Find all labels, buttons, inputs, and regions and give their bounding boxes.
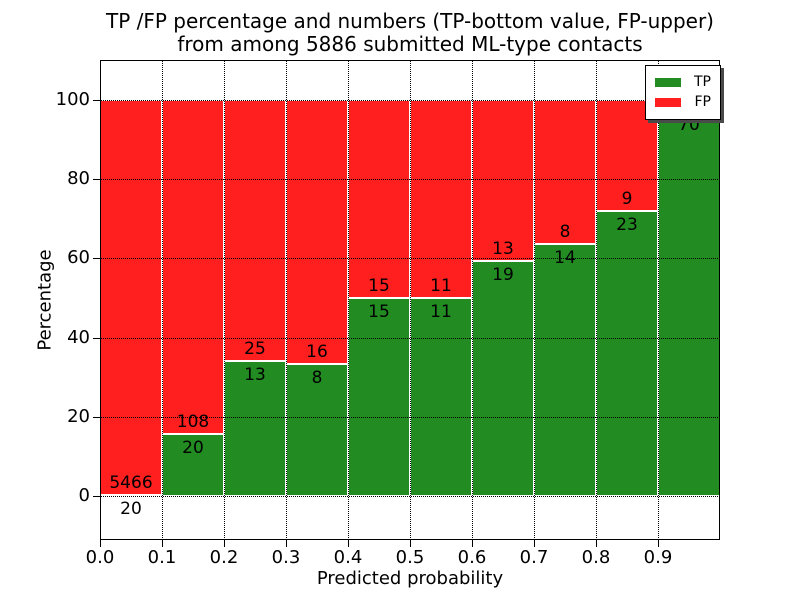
legend-swatch-fp (655, 97, 681, 107)
tp-bar-segment (534, 243, 596, 497)
y-tick-label: 0 (78, 485, 90, 507)
x-tick-label: 0.0 (85, 547, 115, 568)
y-tick-label: 60 (67, 247, 90, 269)
tp-count-label: 20 (120, 498, 142, 519)
x-gridline (596, 60, 597, 540)
fp-bar-segment (224, 99, 286, 361)
legend-entry-tp: TP (655, 72, 711, 92)
y-tick-label: 80 (67, 168, 90, 189)
tp-count-label: 19 (492, 264, 514, 285)
x-tick-label: 0.5 (395, 547, 425, 568)
x-tick (596, 540, 597, 547)
x-gridline (162, 60, 163, 540)
y-gridline (100, 496, 720, 498)
tp-count-label: 14 (554, 247, 576, 268)
x-tick-label: 0.4 (333, 547, 363, 568)
x-tick (224, 540, 225, 547)
y-gridline (100, 258, 720, 260)
y-gridline (100, 99, 720, 101)
fp-count-label: 5466 (109, 472, 153, 493)
legend-label-tp: TP (694, 74, 711, 90)
fp-count-label: 108 (176, 412, 210, 433)
tp-count-label: 11 (430, 302, 452, 323)
tp-count-label: 8 (311, 368, 323, 389)
fp-bar-segment (472, 99, 534, 261)
tp-count-label: 23 (616, 215, 638, 236)
x-tick (658, 540, 659, 547)
fp-count-label: 11 (430, 276, 452, 297)
y-tick (93, 258, 100, 260)
fp-bar-segment (410, 99, 472, 298)
y-tick (93, 179, 100, 180)
x-gridline (410, 60, 411, 540)
fp-count-label: 13 (492, 238, 514, 259)
x-tick (286, 540, 287, 547)
y-tick (93, 99, 100, 101)
legend-swatch-tp (655, 77, 681, 87)
y-tick (93, 496, 100, 498)
y-tick-label: 100 (55, 88, 90, 110)
fp-count-label: 15 (368, 276, 390, 297)
fp-bar-segment (162, 99, 224, 435)
y-gridline (100, 179, 720, 180)
fp-bar-segment (286, 99, 348, 365)
chart-subtitle: from among 5886 submitted ML-type contac… (177, 32, 643, 56)
x-tick-label: 0.7 (519, 547, 549, 568)
tp-bar-segment (596, 211, 658, 497)
x-axis-label: Predicted probability (316, 568, 504, 589)
fp-bar-segment (348, 99, 410, 298)
x-gridline (286, 60, 287, 540)
tp-bar-segment (348, 298, 410, 497)
x-tick-label: 0.6 (457, 547, 487, 568)
legend-label-fp: FP (694, 94, 712, 110)
fp-count-label: 8 (559, 221, 571, 242)
tp-bar-segment (658, 110, 720, 497)
fp-count-label: 25 (244, 338, 266, 359)
tp-bar-segment (286, 364, 348, 497)
fp-bar-segment (534, 99, 596, 244)
fp-count-label: 16 (306, 342, 328, 363)
x-gridline (534, 60, 535, 540)
fp-count-label: 9 (621, 189, 633, 210)
tp-bar-segment (410, 298, 472, 497)
tp-bar-segment (472, 260, 534, 497)
x-tick (348, 540, 349, 547)
x-tick-label: 0.1 (147, 547, 177, 568)
x-tick (410, 540, 411, 547)
chart-title: TP /FP percentage and numbers (TP-bottom… (106, 9, 714, 33)
y-tick (93, 417, 100, 419)
x-gridline (100, 60, 101, 540)
x-gridline (472, 60, 473, 540)
x-gridline (348, 60, 349, 540)
y-tick-label: 40 (67, 326, 90, 348)
legend: TP FP (645, 65, 721, 120)
tp-count-label: 13 (244, 364, 266, 385)
x-tick (100, 540, 101, 547)
x-tick (162, 540, 163, 547)
legend-entry-fp: FP (655, 92, 711, 112)
y-gridline (100, 337, 720, 339)
x-gridline (658, 60, 659, 540)
y-tick (93, 337, 100, 339)
x-tick (534, 540, 535, 547)
fp-bar-segment (100, 99, 162, 495)
y-tick-label: 20 (67, 406, 90, 428)
x-gridline (224, 60, 225, 540)
x-tick (472, 540, 473, 547)
x-tick-label: 0.2 (209, 547, 239, 568)
x-tick-label: 0.8 (581, 547, 611, 568)
tp-count-label: 20 (182, 438, 204, 459)
y-gridline (100, 417, 720, 419)
tp-bar-segment (224, 360, 286, 497)
x-tick-label: 0.3 (271, 547, 301, 568)
x-tick-label: 0.9 (643, 547, 673, 568)
tp-count-label: 15 (368, 302, 390, 323)
